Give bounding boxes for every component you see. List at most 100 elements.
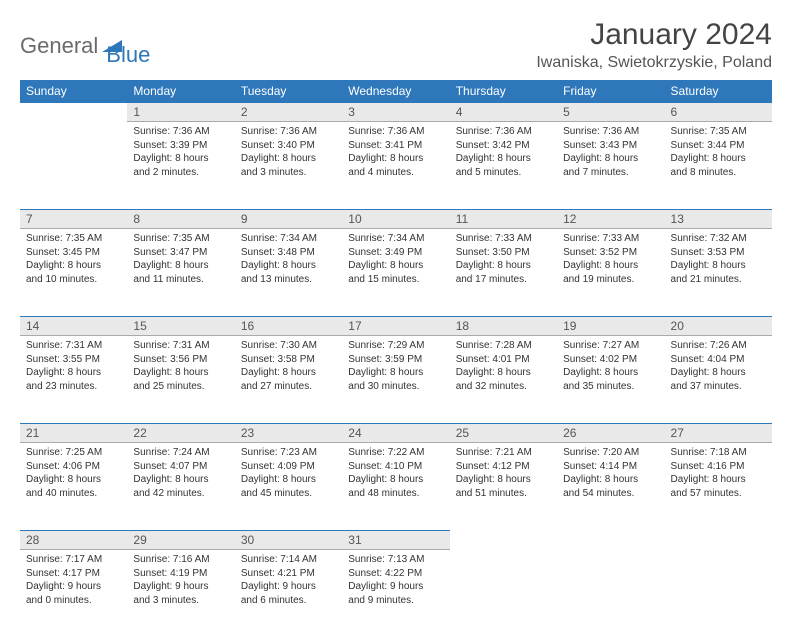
day1-text: Daylight: 8 hours xyxy=(26,473,121,487)
day-number-cell: 20 xyxy=(665,317,772,336)
day2-text: and 27 minutes. xyxy=(241,380,336,394)
day-detail-cell: Sunrise: 7:20 AMSunset: 4:14 PMDaylight:… xyxy=(557,443,664,531)
day-number-cell: 29 xyxy=(127,531,234,550)
day1-text: Daylight: 8 hours xyxy=(671,152,766,166)
sunset-text: Sunset: 4:07 PM xyxy=(133,460,228,474)
day-detail-cell: Sunrise: 7:36 AMSunset: 3:42 PMDaylight:… xyxy=(450,122,557,210)
day-number-cell: 16 xyxy=(235,317,342,336)
sunset-text: Sunset: 4:04 PM xyxy=(671,353,766,367)
sunset-text: Sunset: 4:02 PM xyxy=(563,353,658,367)
weekday-header: Saturday xyxy=(665,80,772,103)
sunset-text: Sunset: 3:49 PM xyxy=(348,246,443,260)
header: General Blue January 2024 Iwaniska, Swie… xyxy=(20,18,772,72)
day-number-cell: 27 xyxy=(665,424,772,443)
day-number-cell: 11 xyxy=(450,210,557,229)
day-number-cell: 28 xyxy=(20,531,127,550)
day2-text: and 37 minutes. xyxy=(671,380,766,394)
sunrise-text: Sunrise: 7:24 AM xyxy=(133,446,228,460)
weekday-header: Tuesday xyxy=(235,80,342,103)
day-number-row: 14151617181920 xyxy=(20,317,772,336)
day2-text: and 6 minutes. xyxy=(241,594,336,608)
sunrise-text: Sunrise: 7:20 AM xyxy=(563,446,658,460)
sunset-text: Sunset: 3:56 PM xyxy=(133,353,228,367)
sunrise-text: Sunrise: 7:31 AM xyxy=(133,339,228,353)
day-detail-cell: Sunrise: 7:23 AMSunset: 4:09 PMDaylight:… xyxy=(235,443,342,531)
day-detail-row: Sunrise: 7:36 AMSunset: 3:39 PMDaylight:… xyxy=(20,122,772,210)
day1-text: Daylight: 8 hours xyxy=(563,366,658,380)
day1-text: Daylight: 8 hours xyxy=(241,259,336,273)
day1-text: Daylight: 8 hours xyxy=(241,366,336,380)
sunrise-text: Sunrise: 7:33 AM xyxy=(456,232,551,246)
day-number-cell: 26 xyxy=(557,424,664,443)
day-detail-cell: Sunrise: 7:31 AMSunset: 3:56 PMDaylight:… xyxy=(127,336,234,424)
day-number-cell: 24 xyxy=(342,424,449,443)
day2-text: and 23 minutes. xyxy=(26,380,121,394)
day-number-cell xyxy=(20,103,127,122)
weekday-header: Monday xyxy=(127,80,234,103)
day2-text: and 4 minutes. xyxy=(348,166,443,180)
sunset-text: Sunset: 3:43 PM xyxy=(563,139,658,153)
day-number-cell: 9 xyxy=(235,210,342,229)
day-number-row: 21222324252627 xyxy=(20,424,772,443)
day1-text: Daylight: 8 hours xyxy=(133,366,228,380)
day1-text: Daylight: 8 hours xyxy=(26,366,121,380)
sunset-text: Sunset: 4:12 PM xyxy=(456,460,551,474)
day-detail-cell: Sunrise: 7:18 AMSunset: 4:16 PMDaylight:… xyxy=(665,443,772,531)
day1-text: Daylight: 8 hours xyxy=(671,366,766,380)
day-number-cell: 6 xyxy=(665,103,772,122)
day2-text: and 15 minutes. xyxy=(348,273,443,287)
day1-text: Daylight: 8 hours xyxy=(671,259,766,273)
day1-text: Daylight: 8 hours xyxy=(133,473,228,487)
day2-text: and 8 minutes. xyxy=(671,166,766,180)
day-detail-cell: Sunrise: 7:22 AMSunset: 4:10 PMDaylight:… xyxy=(342,443,449,531)
weekday-header-row: Sunday Monday Tuesday Wednesday Thursday… xyxy=(20,80,772,103)
day-detail-cell: Sunrise: 7:25 AMSunset: 4:06 PMDaylight:… xyxy=(20,443,127,531)
logo-text-general: General xyxy=(20,33,98,59)
day1-text: Daylight: 8 hours xyxy=(241,473,336,487)
day-detail-cell: Sunrise: 7:35 AMSunset: 3:45 PMDaylight:… xyxy=(20,229,127,317)
day-detail-cell: Sunrise: 7:36 AMSunset: 3:43 PMDaylight:… xyxy=(557,122,664,210)
day2-text: and 25 minutes. xyxy=(133,380,228,394)
day-detail-row: Sunrise: 7:17 AMSunset: 4:17 PMDaylight:… xyxy=(20,550,772,638)
day-number-cell: 15 xyxy=(127,317,234,336)
day-detail-cell: Sunrise: 7:29 AMSunset: 3:59 PMDaylight:… xyxy=(342,336,449,424)
day-number-cell: 4 xyxy=(450,103,557,122)
day1-text: Daylight: 8 hours xyxy=(563,152,658,166)
day-number-row: 78910111213 xyxy=(20,210,772,229)
day-number-cell: 31 xyxy=(342,531,449,550)
sunset-text: Sunset: 4:09 PM xyxy=(241,460,336,474)
logo-text-blue: Blue xyxy=(106,24,150,68)
day1-text: Daylight: 9 hours xyxy=(26,580,121,594)
day-number-cell: 19 xyxy=(557,317,664,336)
day-detail-cell: Sunrise: 7:34 AMSunset: 3:49 PMDaylight:… xyxy=(342,229,449,317)
day1-text: Daylight: 8 hours xyxy=(133,152,228,166)
day-number-cell: 1 xyxy=(127,103,234,122)
day1-text: Daylight: 8 hours xyxy=(348,152,443,166)
sunset-text: Sunset: 3:44 PM xyxy=(671,139,766,153)
day1-text: Daylight: 8 hours xyxy=(563,259,658,273)
sunrise-text: Sunrise: 7:26 AM xyxy=(671,339,766,353)
sunrise-text: Sunrise: 7:35 AM xyxy=(26,232,121,246)
sunrise-text: Sunrise: 7:36 AM xyxy=(133,125,228,139)
page-title: January 2024 xyxy=(536,18,772,52)
sunrise-text: Sunrise: 7:32 AM xyxy=(671,232,766,246)
day1-text: Daylight: 8 hours xyxy=(456,152,551,166)
day-number-cell: 8 xyxy=(127,210,234,229)
day1-text: Daylight: 8 hours xyxy=(671,473,766,487)
day1-text: Daylight: 8 hours xyxy=(348,366,443,380)
day-number-cell: 12 xyxy=(557,210,664,229)
calendar-table: Sunday Monday Tuesday Wednesday Thursday… xyxy=(20,80,772,638)
day-detail-cell: Sunrise: 7:33 AMSunset: 3:50 PMDaylight:… xyxy=(450,229,557,317)
day-number-cell: 7 xyxy=(20,210,127,229)
day-detail-cell: Sunrise: 7:35 AMSunset: 3:47 PMDaylight:… xyxy=(127,229,234,317)
sunset-text: Sunset: 3:40 PM xyxy=(241,139,336,153)
day2-text: and 10 minutes. xyxy=(26,273,121,287)
sunset-text: Sunset: 3:59 PM xyxy=(348,353,443,367)
day-detail-cell: Sunrise: 7:14 AMSunset: 4:21 PMDaylight:… xyxy=(235,550,342,638)
day-detail-row: Sunrise: 7:35 AMSunset: 3:45 PMDaylight:… xyxy=(20,229,772,317)
day2-text: and 51 minutes. xyxy=(456,487,551,501)
sunset-text: Sunset: 4:01 PM xyxy=(456,353,551,367)
day-number-cell: 22 xyxy=(127,424,234,443)
sunrise-text: Sunrise: 7:36 AM xyxy=(456,125,551,139)
day-detail-cell: Sunrise: 7:21 AMSunset: 4:12 PMDaylight:… xyxy=(450,443,557,531)
